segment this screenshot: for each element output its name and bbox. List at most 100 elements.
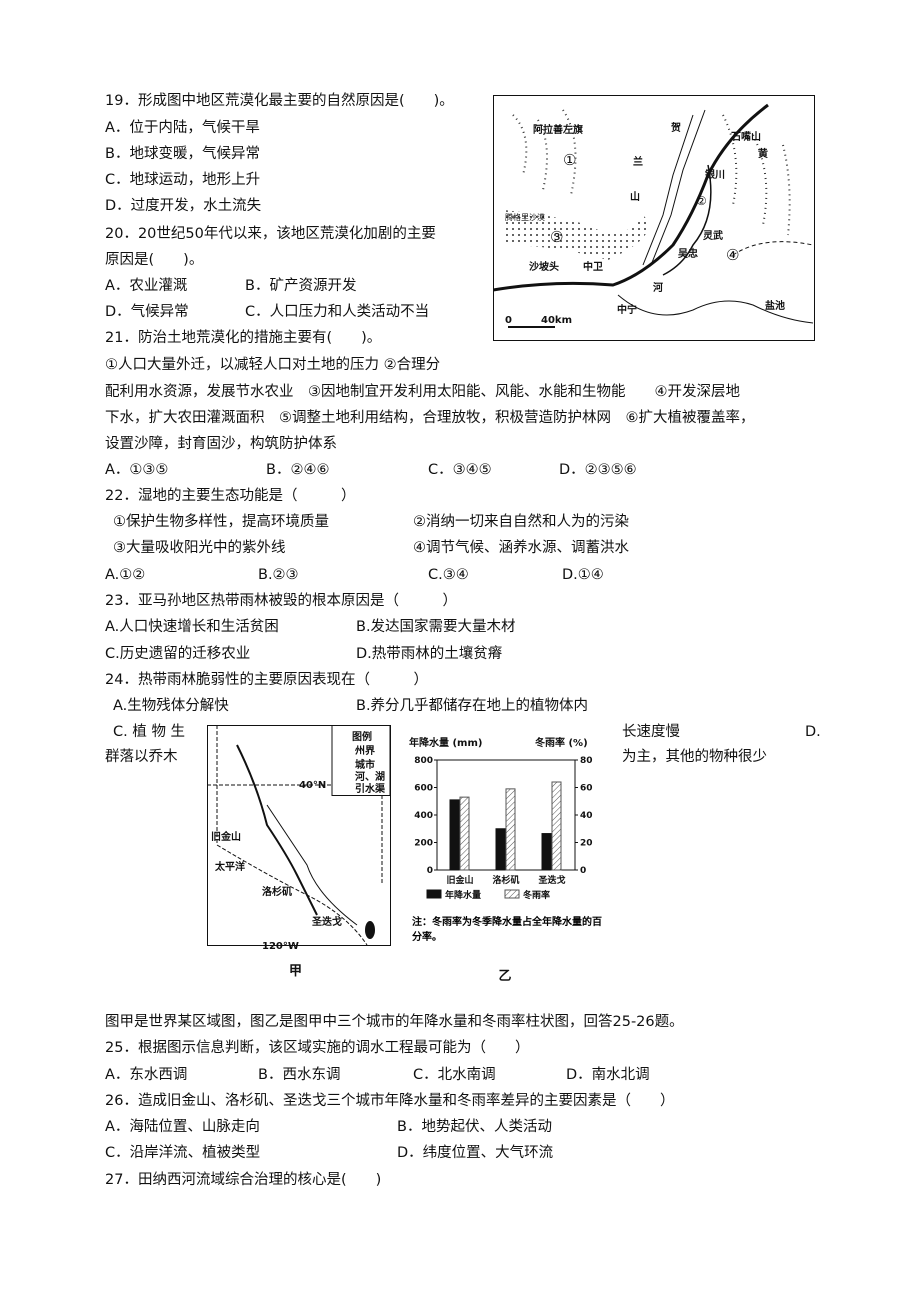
- option: B．矿产资源开发: [245, 278, 357, 294]
- scale-label: 40km: [541, 315, 572, 326]
- y2-axis-label: 冬雨率 (%): [535, 736, 588, 749]
- question-stem: 原因是( )。: [105, 252, 204, 268]
- map-label: 洛杉矶: [262, 885, 292, 898]
- river: [617, 294, 814, 324]
- question-text: ②消纳一切来自自然和人为的污染: [413, 514, 629, 530]
- bar-chart: 年降水量 (mm) 冬雨率 (%) 0 200 400 600 800 0 20 40 60 80 旧金…: [409, 736, 593, 984]
- bar: [551, 781, 562, 871]
- bar: [541, 833, 552, 871]
- ningxia-map: 阿拉善左旗 贺 石嘴山 兰 山 银川 黄 腾格里沙漠 沙坡头 中卫 灵武 吴忠 …: [493, 95, 815, 341]
- option: C. 植 物 生: [113, 724, 186, 740]
- question-text: ④调节气候、涵养水源、调蓄洪水: [413, 540, 629, 556]
- option: A．农业灌溉: [105, 278, 188, 294]
- option: D．纬度位置、大气环流: [397, 1145, 554, 1161]
- y2-tick-label: 80: [580, 756, 593, 766]
- map-jia: 图例 州界 城市 河、湖 引水渠 40°N 旧金山 太平洋 洛杉矶 圣迭戈 12…: [207, 725, 391, 979]
- option: C．③④⑤: [428, 462, 492, 478]
- map-label: 旧金山: [211, 830, 241, 843]
- map-label: ③: [550, 228, 563, 246]
- river: [236, 744, 318, 916]
- option: A.人口快速增长和生活贫困: [105, 619, 279, 635]
- question-text: 配利用水资源，发展节水农业 ③因地制宜开发利用太阳能、风能、水能和生物能 ④开发…: [105, 384, 740, 400]
- map-label: 盐池: [765, 299, 785, 312]
- map-label: 120°W: [262, 941, 299, 952]
- y2-tick-label: 0: [580, 866, 586, 876]
- map-label: 贺: [670, 121, 681, 134]
- question-stem: 24．热带雨林脆弱性的主要原因表现在（ ）: [105, 672, 428, 688]
- legend-box: [331, 725, 391, 796]
- intro-text: 图甲是世界某区域图，图乙是图甲中三个城市的年降水量和冬雨率柱状图，回答25-26…: [105, 1014, 684, 1030]
- option: C．沿岸洋流、植被类型: [105, 1145, 261, 1161]
- chart-note: 注：冬雨率为冬季降水量占全年降水量的百分率。: [412, 917, 602, 943]
- option: D.热带雨林的土壤贫瘠: [356, 646, 503, 662]
- y-tick-label: 0: [427, 866, 433, 876]
- lake: [365, 921, 375, 939]
- map-label: ④: [726, 246, 739, 264]
- question-stem: 19．形成图中地区荒漠化最主要的自然原因是( )。: [105, 93, 454, 109]
- map-label: 河: [653, 282, 663, 294]
- option: A．①③⑤: [105, 462, 169, 478]
- option: B.②③: [258, 567, 299, 583]
- figure-caption: 乙: [498, 969, 511, 984]
- map-label: 圣迭戈: [312, 915, 342, 928]
- map-label: 40°N: [299, 780, 326, 791]
- map-label: 吴忠: [678, 247, 698, 260]
- y2-tick-label: 60: [580, 784, 593, 794]
- question-stem: 21．防治土地荒漠化的措施主要有( )。: [105, 330, 382, 346]
- map-label: 中卫: [583, 260, 603, 273]
- question-text: ①保护生物多样性，提高环境质量: [113, 514, 329, 530]
- legend-label: 河、湖: [355, 770, 385, 783]
- yellow-river: [493, 103, 769, 292]
- option: C.③④: [428, 567, 469, 583]
- scale-label: 0: [505, 315, 512, 326]
- question-stem: 23．亚马孙地区热带雨林被毁的根本原因是（ ）: [105, 593, 457, 609]
- option: D.: [805, 724, 821, 740]
- figure-caption: 甲: [289, 964, 302, 979]
- option: A．东水西调: [105, 1067, 188, 1083]
- map-label: 阿拉善左旗: [533, 123, 583, 136]
- question-stem: 22．湿地的主要生态功能是（ ）: [105, 488, 356, 504]
- bar: [449, 799, 460, 871]
- option: B.发达国家需要大量木材: [356, 619, 516, 635]
- option: B．②④⑥: [266, 462, 330, 478]
- question-text: 下水，扩大农田灌溉面积 ⑤调整土地利用结构，合理放牧，积极营造防护林网 ⑥扩大植…: [105, 410, 755, 426]
- question-stem: 27．田纳西河流域综合治理的核心是( ): [105, 1172, 382, 1188]
- legend-title: 图例: [352, 730, 372, 743]
- legend-label: 年降水量: [445, 889, 481, 901]
- option: 长速度慢: [622, 724, 680, 740]
- mountain-range: [642, 109, 706, 266]
- question-stem: 25．根据图示信息判断，该区域实施的调水工程最可能为（ ）: [105, 1040, 530, 1056]
- legend-label: 冬雨率: [523, 889, 550, 901]
- option: D．气候异常: [105, 304, 189, 320]
- map-label: 灵武: [703, 229, 723, 242]
- canal: [662, 164, 712, 276]
- state-border: [207, 725, 383, 946]
- option: C．北水南调: [413, 1067, 496, 1083]
- option: D．过度开发，水土流失: [105, 198, 262, 214]
- question-text: ③大量吸收阳光中的紫外线: [113, 540, 286, 556]
- y-axis-label: 年降水量 (mm): [409, 736, 482, 749]
- question-stem: 26．造成旧金山、洛杉矶、圣迭戈三个城市年降水量和冬雨率差异的主要因素是（ ）: [105, 1093, 675, 1109]
- y-tick-label: 400: [414, 811, 433, 821]
- legend-label: 城市: [355, 758, 375, 771]
- map-label: 沙坡头: [529, 260, 559, 273]
- option: B．西水东调: [258, 1067, 341, 1083]
- map-label: 中宁: [617, 303, 637, 316]
- option: B．地球变暖，气候异常: [105, 146, 260, 162]
- map-label: 山: [630, 190, 640, 203]
- map-label: 兰: [633, 155, 643, 168]
- canal: [266, 804, 358, 926]
- legend-swatch: [504, 889, 520, 899]
- option: B．地势起伏、人类活动: [397, 1119, 552, 1135]
- bar: [505, 788, 516, 871]
- option: D．南水北调: [566, 1067, 650, 1083]
- option: A．海陆位置、山脉走向: [105, 1119, 260, 1135]
- map-label: 银川: [705, 168, 725, 181]
- option: 为主，其他的物种很少: [622, 749, 767, 765]
- option: C.历史遗留的迁移农业: [105, 646, 251, 662]
- option: B.养分几乎都储存在地上的植物体内: [356, 698, 589, 714]
- y-tick-label: 600: [414, 784, 433, 794]
